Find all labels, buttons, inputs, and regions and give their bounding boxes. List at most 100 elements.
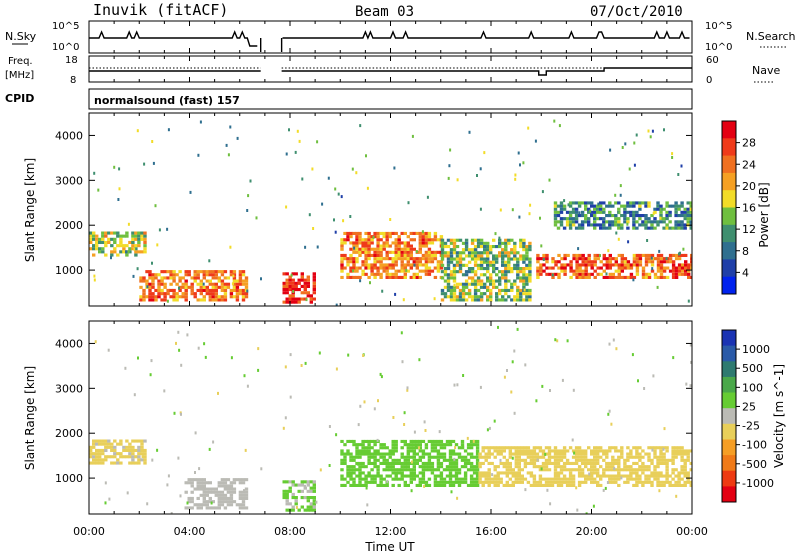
velocity-echo-cell — [632, 455, 636, 459]
velocity-echo-cell — [352, 471, 356, 475]
power-echo-cell — [214, 292, 218, 296]
power-echo-cell — [584, 207, 588, 211]
velocity-scatter-cell — [304, 361, 307, 365]
power-echo-cell — [104, 231, 108, 235]
power-scatter-cell — [647, 129, 650, 133]
velocity-echo-cell — [650, 474, 654, 478]
power-echo-cell — [528, 288, 532, 292]
velocity-echo-cell — [529, 458, 534, 462]
power-echo-cell — [184, 288, 188, 292]
velocity-echo-cell — [665, 461, 669, 465]
power-echo-cell — [620, 260, 624, 264]
power-echo-cell — [406, 250, 410, 254]
power-scatter-cell — [617, 237, 620, 241]
power-echo-cell — [571, 223, 576, 227]
power-echo-cell — [187, 285, 191, 289]
velocity-echo-cell — [553, 474, 558, 478]
power-echo-cell — [611, 263, 615, 267]
power-echo-cell — [151, 292, 155, 296]
power-echo-cell — [684, 260, 688, 264]
velocity-scatter-cell — [689, 384, 692, 388]
power-echo-cell — [489, 288, 493, 292]
power-echo-cell — [285, 291, 289, 295]
power-echo-cell — [172, 292, 176, 296]
velocity-echo-cell — [349, 477, 353, 481]
power-echo-cell — [690, 253, 692, 257]
velocity-echo-cell — [457, 452, 462, 456]
velocity-echo-cell — [475, 443, 480, 447]
velocity-echo-cell — [656, 480, 660, 484]
power-echo-cell — [373, 231, 377, 235]
velocity-scatter-cell — [403, 411, 406, 415]
velocity-echo-cell — [526, 455, 531, 459]
power-echo-cell — [440, 263, 445, 267]
power-echo-cell — [370, 241, 374, 245]
power-echo-cell — [461, 288, 466, 292]
power-echo-cell — [617, 223, 621, 227]
velocity-echo-cell — [343, 458, 347, 462]
power-echo-cell — [455, 295, 460, 299]
velocity-echo-cell — [683, 483, 687, 487]
velocity-echo-cell — [556, 458, 561, 462]
power-echo-cell — [677, 253, 682, 257]
power-echo-cell — [563, 253, 567, 257]
power-echo-cell — [430, 269, 435, 273]
power-echo-cell — [458, 295, 463, 299]
power-echo-cell — [562, 204, 567, 208]
velocity-echo-cell — [412, 446, 416, 450]
velocity-echo-cell — [656, 483, 660, 487]
velocity-echo-cell — [526, 461, 531, 465]
velocity-echo-cell — [526, 471, 531, 475]
power-echo-cell — [548, 272, 552, 276]
velocity-echo-cell — [577, 446, 582, 450]
velocity-echo-cell — [547, 452, 552, 456]
velocity-echo-cell — [451, 465, 456, 469]
velocity-echo-cell — [370, 474, 374, 478]
power-echo-cell — [358, 266, 362, 270]
velocity-echo-cell — [140, 452, 144, 456]
power-echo-cell — [557, 275, 561, 279]
velocity-echo-cell — [229, 503, 234, 507]
velocity-echo-cell — [385, 458, 389, 462]
velocity-echo-cell — [355, 474, 359, 478]
velocity-echo-cell — [568, 461, 573, 465]
power-echo-cell — [297, 300, 301, 304]
power-echo-cell — [510, 248, 514, 252]
velocity-echo-cell — [229, 493, 234, 497]
power-echo-cell — [650, 260, 655, 264]
power-echo-cell — [116, 234, 120, 238]
power-echo-cell — [131, 247, 135, 251]
power-scatter-cell — [476, 174, 478, 177]
velocity-echo-cell — [291, 496, 295, 500]
power-echo-cell — [557, 253, 561, 257]
power-scatter-cell — [304, 245, 307, 249]
velocity-echo-cell — [478, 455, 482, 459]
power-echo-cell — [467, 270, 472, 274]
power-echo-cell — [409, 244, 413, 248]
velocity-echo-cell — [484, 471, 488, 475]
power-scatter-cell — [633, 163, 636, 167]
power-scatter-cell — [534, 139, 537, 143]
power-echo-cell — [157, 279, 161, 283]
power-echo-cell — [476, 251, 481, 255]
power-echo-cell — [403, 263, 407, 267]
power-echo-cell — [470, 267, 475, 271]
power-echo-cell — [647, 204, 651, 208]
power-scatter-cell — [682, 247, 685, 251]
power-scatter-cell — [413, 263, 416, 267]
power-echo-cell — [536, 253, 540, 257]
velocity-echo-cell — [309, 486, 313, 490]
velocity-echo-cell — [376, 468, 380, 472]
power-echo-cell — [367, 247, 371, 251]
velocity-echo-cell — [214, 487, 218, 491]
velocity-echo-cell — [95, 455, 99, 459]
velocity-echo-cell — [499, 480, 503, 484]
power-echo-cell — [647, 272, 652, 276]
power-scatter-cell — [679, 251, 681, 255]
power-scatter-cell — [152, 161, 155, 165]
velocity-echo-cell — [349, 455, 353, 459]
velocity-echo-cell — [131, 455, 135, 459]
power-echo-cell — [409, 238, 413, 242]
velocity-echo-cell — [454, 471, 459, 475]
power-echo-cell — [406, 253, 410, 257]
